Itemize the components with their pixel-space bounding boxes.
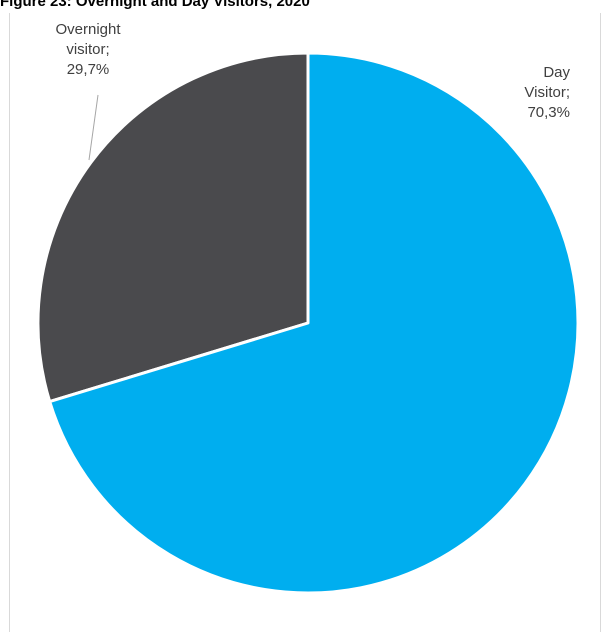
pie-slices — [36, 51, 580, 595]
data-label-day: Day Visitor; 70,3% — [490, 63, 570, 123]
chart-frame — [9, 13, 601, 632]
chart-title: Figure 23: Overnight and Day Visitors, 2… — [0, 0, 310, 10]
overnight-label-value: 29,7% — [66, 61, 110, 78]
overnight-label-line2: visitor; — [66, 41, 110, 58]
overnight-leader-line — [88, 94, 99, 161]
slice-overnight — [36, 51, 310, 404]
slice-day — [48, 51, 580, 595]
day-label-value: 70,3% — [527, 104, 570, 121]
day-label-line1: Day — [543, 64, 570, 81]
overnight-label-line1: Overnight — [55, 21, 121, 38]
day-label-line2: Visitor; — [524, 84, 570, 101]
data-label-overnight: Overnight visitor; 29,7% — [48, 20, 128, 80]
